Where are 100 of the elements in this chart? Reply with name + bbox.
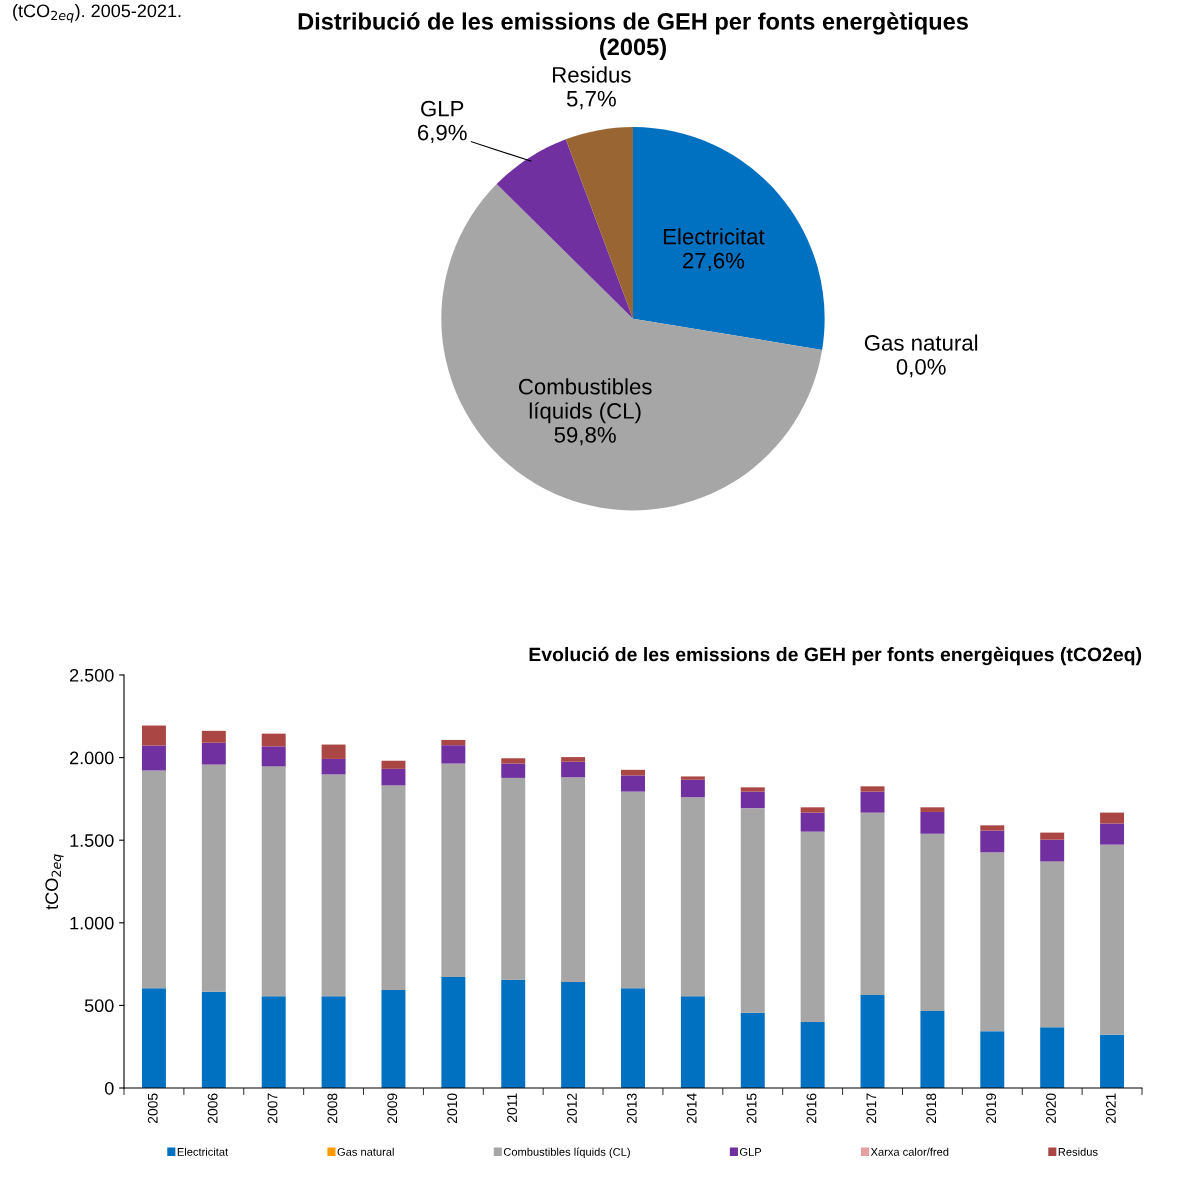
bar (860, 812, 885, 995)
bar (680, 996, 705, 1088)
pie-slice (633, 127, 825, 350)
x-tick-label: 2013 (626, 1093, 637, 1124)
x-tick-label: 2005 (147, 1093, 158, 1124)
x-tick-label: 2007 (267, 1093, 278, 1124)
bar (980, 825, 1005, 831)
legend-label: Xarxa calor/fred (870, 1147, 949, 1156)
bar (860, 994, 885, 1088)
bar (1100, 812, 1125, 824)
bar (501, 777, 526, 980)
x-tick-label: 2012 (567, 1093, 577, 1124)
bar (441, 745, 466, 764)
y-tick-label: 2.000 (70, 751, 114, 765)
bar (501, 763, 526, 778)
x-tick-label: 2021 (1105, 1093, 1116, 1124)
bar (621, 791, 645, 989)
bar (201, 742, 226, 765)
bar (1040, 832, 1065, 840)
bar (980, 1031, 1005, 1088)
bar (1100, 1034, 1125, 1088)
bar (740, 808, 765, 1013)
bar (441, 739, 466, 746)
data-label: 27,6% (682, 252, 745, 272)
bar (321, 996, 346, 1088)
category-label: Gas natural (864, 334, 978, 351)
bar (1100, 844, 1125, 1035)
legend-label: GLP (739, 1147, 762, 1156)
slice-label: Residus (553, 66, 631, 83)
y-axis-title: tCO$_{2eq}$ (45, 854, 64, 910)
bar (740, 791, 765, 809)
y-tick-label: 500 (84, 999, 114, 1013)
data-label: 5,7% (566, 90, 616, 110)
bar (680, 779, 705, 798)
chart-title: Distribució de les emissions de GEH per fonts energètiques (2005) (298, 12, 968, 60)
bar (321, 758, 346, 775)
bar (920, 833, 945, 1012)
bar (381, 990, 406, 1088)
pie-slice (441, 184, 823, 511)
bar (201, 730, 226, 743)
bar (381, 785, 406, 991)
bar (860, 791, 885, 813)
bar (561, 761, 586, 778)
x-tick-label: 2008 (327, 1093, 338, 1124)
bar (920, 807, 945, 812)
data-label: 6,9% (418, 124, 467, 144)
text: (tCO$_{2eq}$). 2005-2021. (13, 4, 181, 23)
slice-label: Electricitat (663, 228, 765, 245)
x-tick-label: 2016 (806, 1093, 817, 1124)
bar (920, 1011, 945, 1088)
bar (141, 725, 166, 746)
bar (201, 764, 226, 992)
bar (321, 774, 346, 997)
bar (800, 831, 825, 1022)
legend-label: Residus (1058, 1147, 1098, 1156)
bar (141, 745, 166, 771)
x-tick-label: 2017 (866, 1093, 877, 1124)
legend-label: Electricitat (177, 1147, 229, 1156)
bar (1040, 839, 1065, 862)
bar (1100, 823, 1125, 845)
x-tick-label: 2011 (507, 1093, 517, 1123)
x-tick-label: 2020 (1046, 1093, 1056, 1124)
bar (501, 758, 526, 764)
pie-slice (496, 139, 633, 319)
legend-label: Gas natural (337, 1147, 394, 1156)
bar (441, 763, 466, 977)
bar (800, 812, 825, 832)
bar (621, 988, 645, 1088)
bar (261, 733, 286, 747)
text: 0,0% (896, 358, 946, 378)
bar (381, 768, 406, 786)
slice-label: GLP (421, 100, 464, 117)
bar (141, 988, 166, 1088)
x-tick-label: 2009 (387, 1093, 398, 1124)
bar (321, 744, 346, 759)
bar (561, 981, 586, 1088)
bar (980, 852, 1005, 1032)
bar (561, 757, 586, 762)
bar (561, 777, 586, 982)
bar (141, 770, 166, 989)
legend-label: Combustibles líquids (CL) (503, 1147, 630, 1159)
data-label: 59,8% (554, 427, 616, 446)
y-tick-label: 1.000 (70, 916, 114, 930)
bar (261, 746, 286, 767)
y-tick-label: 2.500 (70, 668, 114, 682)
x-tick-label: 2019 (986, 1093, 997, 1124)
bar (740, 1012, 765, 1088)
chart-title: Evolució de les emissions de GEH per fonts energèiques (tCO2eq) (529, 646, 1142, 666)
bar (740, 787, 765, 792)
x-tick-label: 2018 (926, 1093, 937, 1124)
bar (800, 807, 825, 813)
bar (680, 797, 705, 997)
bar (860, 786, 885, 792)
bar (501, 979, 526, 1088)
y-tick-label: 0 (104, 1081, 114, 1095)
slice-label: Combustibles líquids (CL) (518, 378, 652, 424)
bar (1040, 1027, 1065, 1088)
bar (980, 830, 1005, 853)
bar (621, 775, 645, 792)
bar (800, 1021, 825, 1088)
